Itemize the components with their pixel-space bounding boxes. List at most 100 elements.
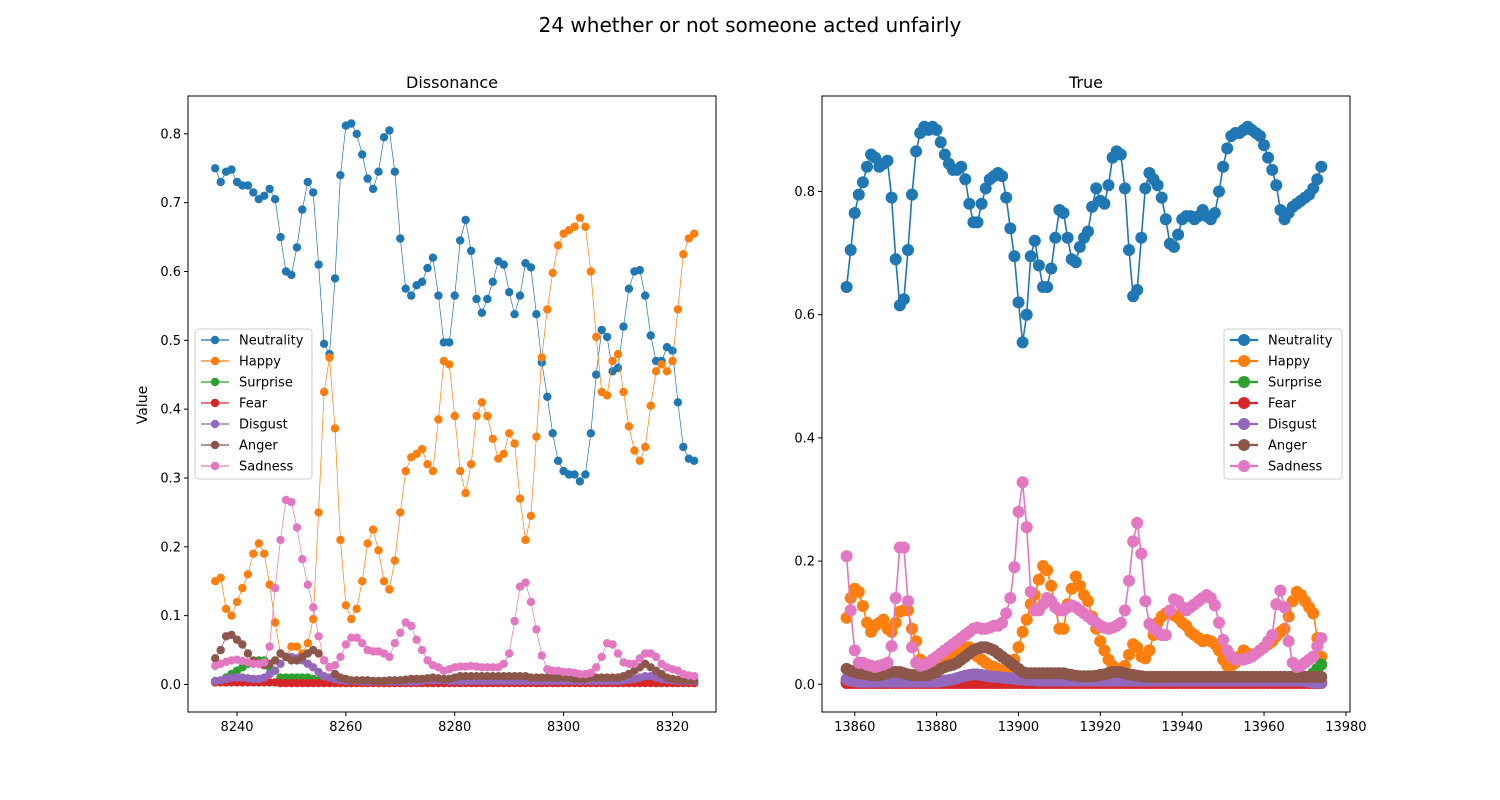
data-point — [1159, 629, 1172, 641]
data-point — [358, 150, 367, 159]
data-point — [553, 241, 563, 250]
legend-box — [1223, 328, 1343, 480]
data-point — [477, 398, 487, 407]
data-point — [352, 129, 361, 139]
data-point — [1045, 262, 1058, 275]
legend-item-anger: Anger — [201, 439, 278, 454]
data-point — [309, 188, 318, 197]
data-point — [646, 331, 655, 340]
data-point — [238, 640, 247, 649]
data-point — [548, 268, 557, 278]
x-tick-label: 13900 — [998, 720, 1039, 735]
data-point — [1151, 179, 1164, 192]
data-point — [319, 387, 329, 397]
y-tick-label: 0.0 — [160, 678, 181, 693]
data-point — [510, 310, 519, 319]
data-point — [548, 429, 557, 438]
data-point — [428, 253, 438, 262]
data-point — [434, 291, 443, 300]
data-point — [668, 356, 677, 366]
data-point — [385, 126, 394, 135]
series-sadness — [211, 495, 699, 681]
data-point — [1213, 644, 1225, 657]
data-point — [1012, 296, 1025, 309]
data-point — [412, 635, 421, 644]
data-point — [1123, 648, 1135, 661]
data-point — [1102, 179, 1115, 192]
data-point — [466, 460, 476, 469]
data-point — [303, 177, 312, 187]
data-point — [641, 442, 650, 452]
data-point — [276, 535, 285, 545]
data-point — [505, 649, 514, 658]
data-point — [526, 263, 536, 272]
data-point — [249, 549, 258, 558]
data-point — [1135, 547, 1148, 560]
data-point — [1262, 151, 1275, 164]
data-point — [216, 573, 225, 582]
legend-item-surprise: Surprise — [1230, 376, 1322, 391]
data-point — [358, 577, 367, 586]
y-tick-label: 0.8 — [794, 185, 815, 200]
data-point — [211, 654, 220, 663]
data-point — [1266, 163, 1279, 176]
data-point — [869, 151, 882, 164]
data-point — [1082, 225, 1094, 238]
data-point — [232, 635, 242, 644]
data-point — [673, 305, 683, 314]
data-point — [1278, 601, 1291, 614]
y-tick-label: 0.0 — [794, 678, 815, 693]
data-point — [602, 332, 612, 342]
data-point — [856, 600, 869, 612]
x-tick-label: 13920 — [1080, 720, 1121, 735]
legend-box — [194, 328, 313, 480]
data-point — [1000, 607, 1013, 620]
data-point — [341, 601, 351, 610]
y-tick-label: 0.8 — [160, 127, 181, 142]
data-point — [630, 446, 639, 455]
data-point — [1004, 592, 1017, 604]
data-point — [499, 659, 508, 668]
data-point — [412, 449, 421, 459]
legend-label: Fear — [1268, 397, 1297, 412]
x-tick-label: 13880 — [916, 720, 957, 735]
data-point — [227, 165, 236, 174]
data-point — [260, 549, 269, 558]
data-point — [270, 666, 280, 675]
data-point — [1315, 160, 1328, 173]
data-point — [1278, 622, 1291, 635]
data-point — [401, 284, 410, 293]
data-point — [570, 222, 579, 231]
y-tick-label: 0.4 — [794, 431, 815, 446]
data-point — [363, 539, 372, 548]
data-point — [505, 288, 514, 297]
data-point — [505, 429, 514, 438]
data-point — [347, 614, 356, 624]
legend-marker — [210, 398, 220, 408]
data-point — [488, 277, 497, 286]
data-point — [510, 439, 519, 448]
legend-item-happy: Happy — [1230, 355, 1310, 370]
data-point — [483, 294, 492, 304]
x-tick-label: 8280 — [438, 720, 471, 735]
data-point — [423, 263, 432, 273]
data-point — [1020, 308, 1033, 321]
data-point — [938, 148, 951, 161]
data-point — [1024, 585, 1037, 598]
legend-marker — [1238, 460, 1250, 472]
data-point — [1315, 632, 1328, 645]
data-point — [1090, 182, 1103, 195]
legend-marker — [210, 419, 220, 429]
data-point — [319, 656, 329, 665]
data-point — [1213, 185, 1225, 198]
data-point — [608, 356, 617, 366]
data-point — [1307, 650, 1320, 663]
data-point — [840, 281, 853, 293]
data-point — [521, 578, 530, 587]
legend-marker — [1238, 418, 1250, 430]
legend-item-fear: Fear — [1230, 397, 1297, 412]
data-point — [1163, 604, 1176, 617]
data-point — [347, 119, 356, 128]
data-point — [679, 250, 688, 259]
data-point — [1217, 633, 1230, 646]
